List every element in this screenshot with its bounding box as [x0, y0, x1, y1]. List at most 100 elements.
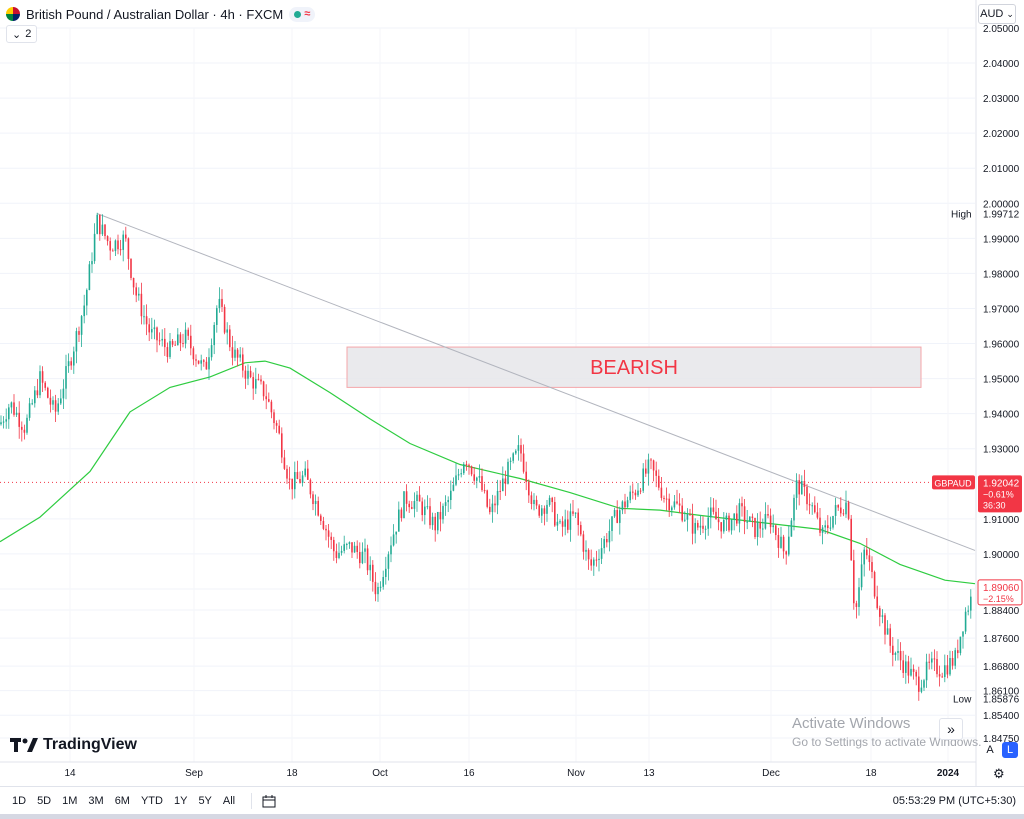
candle-body	[192, 348, 195, 360]
candle-body	[704, 528, 707, 530]
candle-body	[112, 250, 114, 252]
candle-body	[60, 398, 62, 404]
candle-body	[863, 549, 865, 565]
candle-body	[756, 522, 759, 538]
candle-body	[343, 544, 345, 551]
candle-body	[650, 459, 652, 461]
last-change-text: −0.61%	[983, 489, 1014, 499]
candle-body	[184, 329, 187, 344]
candle-body	[200, 360, 202, 364]
candle-body	[798, 480, 800, 495]
candle-body	[645, 468, 647, 474]
range-button-1d[interactable]: 1D	[12, 795, 27, 807]
price-tick-label: 1.90000	[983, 550, 1020, 561]
candle-body	[723, 519, 725, 532]
market-status-badge[interactable]: ≈	[289, 6, 316, 22]
candle-body	[733, 513, 735, 520]
indicators-toggle[interactable]: ⌄ 2	[6, 25, 38, 43]
range-button-3m[interactable]: 3M	[88, 795, 104, 807]
candle-body	[491, 503, 494, 513]
time-tick-label: 18	[865, 768, 877, 779]
candle-body	[408, 503, 410, 508]
candle-body	[411, 507, 413, 509]
candle-body	[894, 652, 897, 655]
time-tick-label: 14	[64, 768, 76, 779]
candle-body	[647, 459, 650, 474]
scroll-to-realtime-button[interactable]: »	[939, 718, 963, 740]
symbol-title[interactable]: British Pound / Australian Dollar · 4h ·…	[26, 6, 284, 22]
candle-body	[548, 497, 551, 505]
candle-body	[47, 387, 49, 398]
candle-body	[416, 494, 418, 501]
candle-body	[507, 461, 509, 484]
candle-body	[538, 505, 540, 516]
range-button-all[interactable]: All	[222, 795, 236, 807]
candle-body	[483, 490, 486, 492]
go-to-date-button[interactable]	[251, 793, 276, 809]
candle-body	[356, 545, 358, 553]
candle-body	[743, 506, 746, 523]
range-button-1m[interactable]: 1M	[62, 795, 78, 807]
candle-body	[949, 657, 951, 675]
candle-body	[556, 521, 559, 526]
last-price-text: 1.92042	[983, 478, 1020, 489]
candle-body	[522, 453, 525, 472]
candle-body	[447, 500, 449, 503]
currency-button[interactable]: AUD ⌄	[978, 4, 1016, 24]
candle-body	[455, 475, 457, 485]
candle-body	[156, 327, 158, 341]
candle-body	[837, 505, 839, 508]
candle-body	[780, 536, 782, 548]
candle-body	[132, 277, 135, 288]
candle-body	[554, 502, 556, 526]
price-tick-label: 2.04000	[983, 59, 1020, 70]
grid-lines	[0, 27, 975, 762]
symbol-tag-bg	[932, 475, 975, 490]
candle-body	[470, 466, 473, 475]
gear-icon[interactable]: ⚙	[993, 766, 1005, 781]
candle-body	[281, 433, 283, 458]
range-button-6m[interactable]: 6M	[114, 795, 130, 807]
clock-readout[interactable]: 05:53:29 PM (UTC+5:30)	[892, 795, 1016, 807]
candle-body	[728, 515, 730, 531]
range-button-1y[interactable]: 1Y	[173, 795, 188, 807]
symbol-header[interactable]: British Pound / Australian Dollar · 4h ·…	[6, 4, 316, 24]
window-bottom-strip	[0, 814, 1024, 819]
candle-body	[858, 587, 860, 607]
time-tick-label: Dec	[762, 768, 780, 779]
candle-body	[684, 519, 686, 521]
low-label: Low	[953, 695, 972, 706]
candle-body	[941, 676, 943, 678]
tradingview-logo[interactable]: TradingView	[10, 736, 137, 754]
candle-body	[361, 551, 364, 564]
range-button-5y[interactable]: 5Y	[198, 795, 212, 807]
candle-body	[468, 464, 470, 467]
candle-body	[465, 464, 468, 466]
candle-body	[970, 596, 972, 611]
candle-body	[317, 500, 319, 516]
price-tick-label: 1.94000	[983, 410, 1020, 421]
price-tick-label: 1.86800	[983, 662, 1020, 673]
candle-body	[530, 495, 533, 505]
range-button-ytd[interactable]: YTD	[140, 795, 163, 807]
countdown-text: 36:30	[983, 500, 1006, 510]
candle-body	[340, 550, 343, 553]
candle-body	[769, 515, 772, 528]
candle-body	[855, 603, 858, 607]
candle-body	[681, 505, 683, 521]
candle-body	[75, 331, 78, 352]
auto-scale-button[interactable]: A	[986, 744, 994, 756]
candle-body	[897, 651, 899, 653]
range-button-5d[interactable]: 5D	[37, 795, 52, 807]
candle-body	[660, 487, 663, 498]
candle-body	[637, 490, 639, 496]
candle-body	[819, 517, 821, 533]
candle-body	[73, 351, 75, 366]
candle-body	[551, 497, 553, 503]
bearish-zone-box	[346, 346, 922, 388]
candle-body	[496, 490, 499, 506]
candle-body	[424, 506, 426, 516]
log-scale-button[interactable]: L	[1002, 742, 1018, 758]
